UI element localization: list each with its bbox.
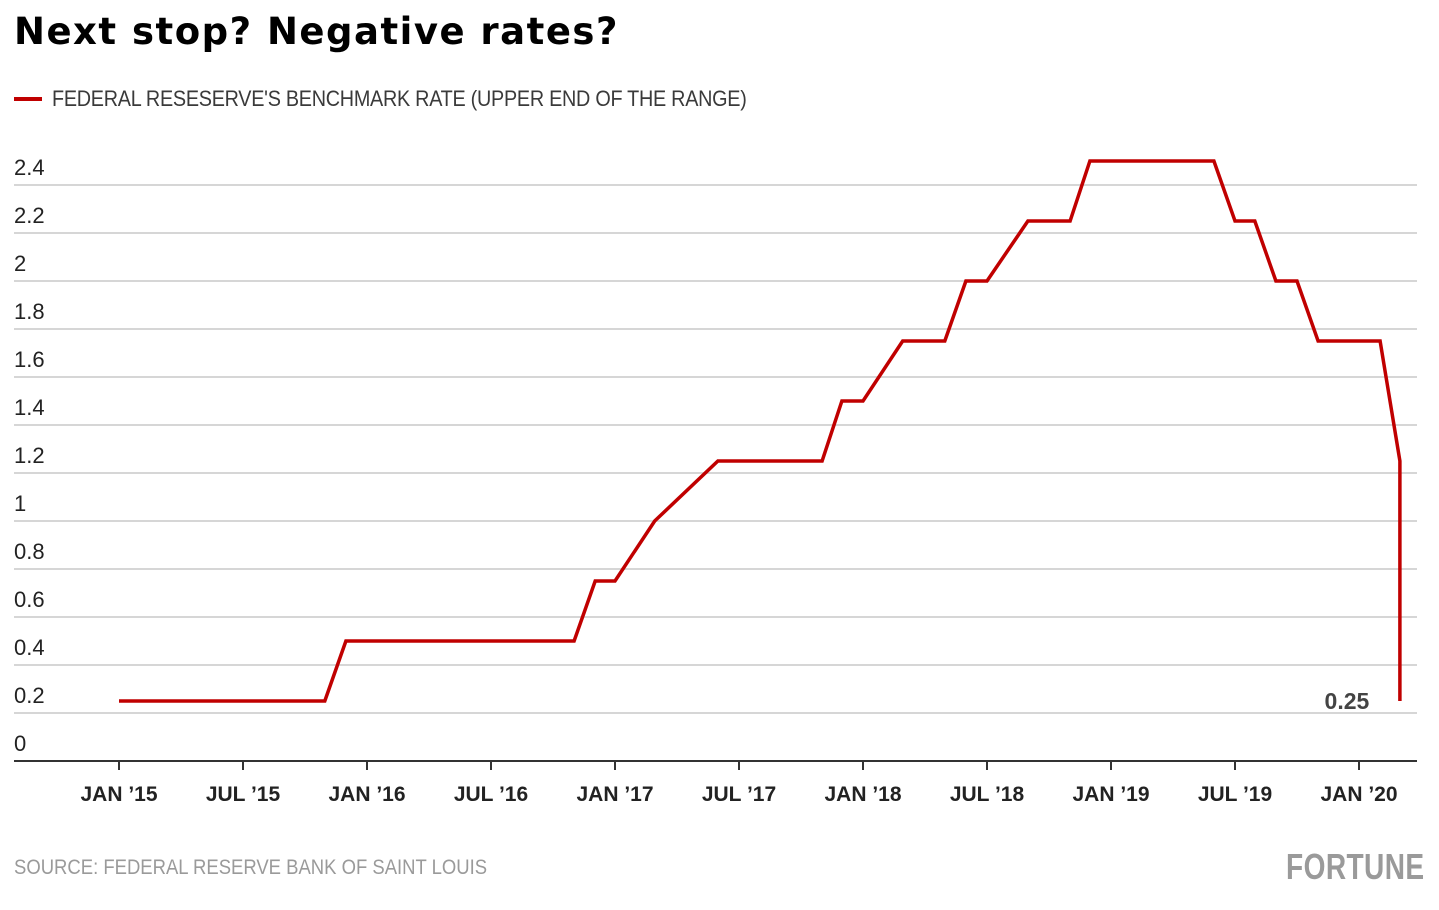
y-tick-label: 0 xyxy=(14,731,26,756)
line-chart: 0 0.2 0.4 0.6 0.8 1 1.2 1.4 1.6 1.8 2 2.2 2.4 JAN ’1… xyxy=(14,155,1417,806)
y-tick-label: 2.2 xyxy=(14,203,45,228)
x-tick-label: JAN ’18 xyxy=(824,783,901,806)
y-tick-label: 1.6 xyxy=(14,347,45,372)
source-note: SOURCE: FEDERAL RESERVE BANK OF SAINT LO… xyxy=(14,856,488,879)
y-tick-label: 1 xyxy=(14,491,26,516)
y-tick-label: 1.2 xyxy=(14,443,45,468)
gridlines xyxy=(14,184,1417,714)
annotations: 0.25 xyxy=(1325,688,1370,714)
x-tick-label: JAN ’19 xyxy=(1072,783,1149,806)
end-value-annotation: 0.25 xyxy=(1325,688,1370,714)
x-tick-label: JAN ’17 xyxy=(576,783,653,806)
x-tick-label: JUL ’19 xyxy=(1198,783,1272,806)
legend: FEDERAL RESESERVE'S BENCHMARK RATE (UPPE… xyxy=(14,86,824,112)
series-line-benchmark-rate xyxy=(119,159,1402,703)
x-tick-label: JUL ’16 xyxy=(454,783,528,806)
chart-title: Next stop? Negative rates? xyxy=(14,10,619,53)
series-group xyxy=(119,159,1402,703)
x-axis-ticks: JAN ’15 JUL ’15 JAN ’16 JUL ’16 JAN ’17 JUL ’… xyxy=(80,761,1398,806)
y-tick-label: 0.6 xyxy=(14,587,45,612)
x-tick-label: JAN ’15 xyxy=(80,783,157,806)
x-tick-label: JAN ’16 xyxy=(328,783,405,806)
y-tick-label: 1.8 xyxy=(14,299,45,324)
y-tick-label: 0.2 xyxy=(14,683,45,708)
x-tick-label: JUL ’15 xyxy=(206,783,281,806)
fortune-logo: FORTUNE xyxy=(1285,846,1424,887)
x-tick-label: JUL ’17 xyxy=(702,783,776,806)
legend-label: FEDERAL RESESERVE'S BENCHMARK RATE (UPPE… xyxy=(52,86,747,111)
y-axis-ticks: 0 0.2 0.4 0.6 0.8 1 1.2 1.4 1.6 1.8 2 2.2 2.4 xyxy=(14,155,45,756)
legend-swatch xyxy=(14,97,42,101)
y-tick-label: 1.4 xyxy=(14,395,45,420)
y-tick-label: 0.4 xyxy=(14,635,45,660)
x-tick-label: JUL ’18 xyxy=(950,783,1025,806)
y-tick-label: 2 xyxy=(14,251,26,276)
y-tick-label: 2.4 xyxy=(14,155,45,180)
x-tick-label: JAN ’20 xyxy=(1320,783,1397,806)
y-tick-label: 0.8 xyxy=(14,539,45,564)
